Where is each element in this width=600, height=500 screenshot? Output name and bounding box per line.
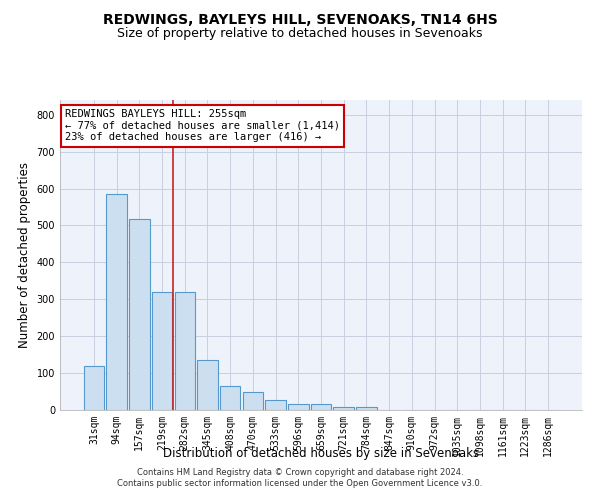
Y-axis label: Number of detached properties: Number of detached properties bbox=[18, 162, 31, 348]
Bar bbox=[220, 386, 241, 410]
Text: Contains HM Land Registry data © Crown copyright and database right 2024.
Contai: Contains HM Land Registry data © Crown c… bbox=[118, 468, 482, 487]
Text: REDWINGS BAYLEYS HILL: 255sqm
← 77% of detached houses are smaller (1,414)
23% o: REDWINGS BAYLEYS HILL: 255sqm ← 77% of d… bbox=[65, 110, 340, 142]
Bar bbox=[106, 194, 127, 410]
Bar bbox=[334, 407, 354, 410]
Bar bbox=[311, 404, 331, 410]
Bar bbox=[288, 404, 308, 410]
Bar bbox=[265, 400, 286, 410]
Bar bbox=[152, 292, 172, 410]
Bar bbox=[356, 407, 377, 410]
Text: Distribution of detached houses by size in Sevenoaks: Distribution of detached houses by size … bbox=[163, 448, 479, 460]
Bar bbox=[197, 360, 218, 410]
Text: REDWINGS, BAYLEYS HILL, SEVENOAKS, TN14 6HS: REDWINGS, BAYLEYS HILL, SEVENOAKS, TN14 … bbox=[103, 12, 497, 26]
Bar bbox=[242, 392, 263, 410]
Text: Size of property relative to detached houses in Sevenoaks: Size of property relative to detached ho… bbox=[117, 28, 483, 40]
Bar bbox=[175, 292, 195, 410]
Bar bbox=[84, 366, 104, 410]
Bar bbox=[129, 219, 149, 410]
